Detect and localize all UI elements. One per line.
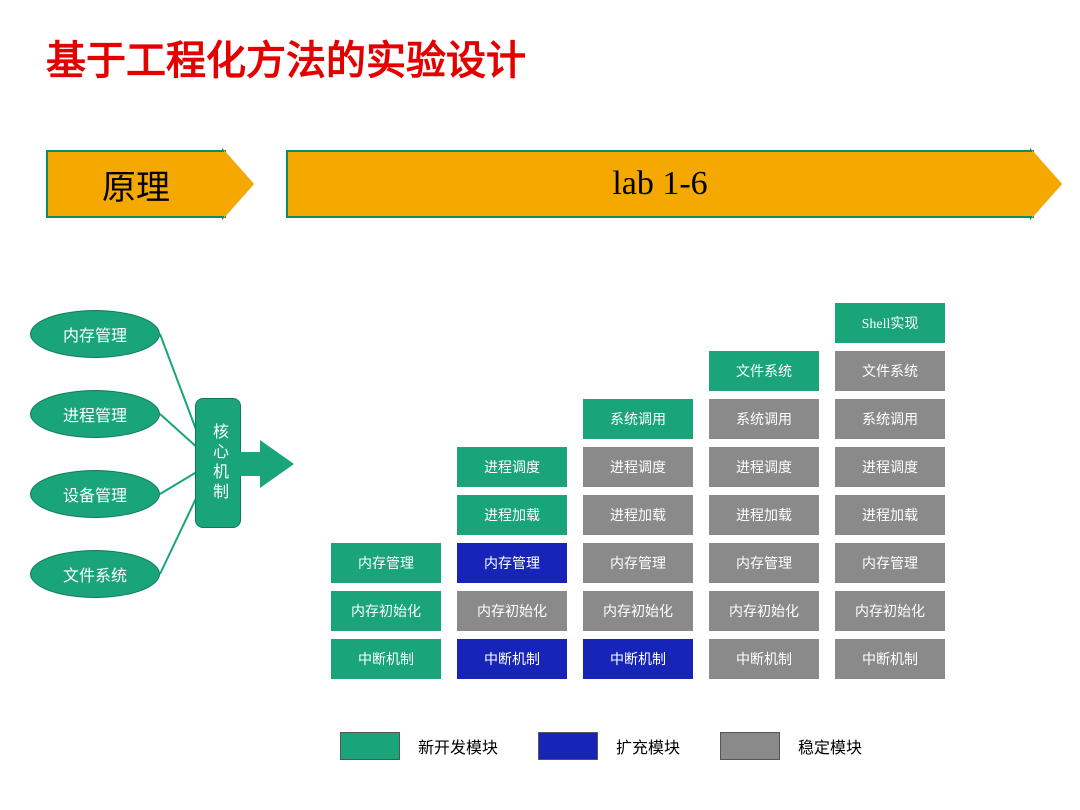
module-box: 进程调度 xyxy=(834,446,946,488)
module-box: 系统调用 xyxy=(708,398,820,440)
module-box: 内存初始化 xyxy=(330,590,442,632)
banner-row: 原理 lab 1-6 xyxy=(46,150,1034,218)
banner-arrow-icon xyxy=(224,150,254,218)
flow-arrow-icon xyxy=(260,440,294,488)
module-box: 中断机制 xyxy=(708,638,820,680)
module-box: 内存管理 xyxy=(834,542,946,584)
module-box: 进程加载 xyxy=(834,494,946,536)
banner-principle: 原理 xyxy=(46,150,226,218)
module-box: 进程加载 xyxy=(456,494,568,536)
banner-labs-label: lab 1-6 xyxy=(286,150,1034,218)
module-box: 进程调度 xyxy=(708,446,820,488)
legend-item: 新开发模块 xyxy=(340,732,498,760)
page-title: 基于工程化方法的实验设计 xyxy=(46,28,526,86)
lab-column: Shell实现文件系统系统调用进程调度进程加载内存管理内存初始化中断机制 xyxy=(834,302,946,680)
module-box: 文件系统 xyxy=(834,350,946,392)
module-box: 文件系统 xyxy=(708,350,820,392)
principle-ellipse-group: 内存管理 进程管理 设备管理 文件系统 xyxy=(30,310,160,630)
module-box: 内存初始化 xyxy=(582,590,694,632)
legend-swatch xyxy=(340,732,400,760)
module-box: 系统调用 xyxy=(582,398,694,440)
core-mechanism-box: 核心机制 xyxy=(195,398,241,528)
lab-column: 内存管理内存初始化中断机制 xyxy=(330,542,442,680)
module-box: Shell实现 xyxy=(834,302,946,344)
banner-labs: lab 1-6 xyxy=(286,150,1034,218)
legend-swatch xyxy=(538,732,598,760)
ellipse-process: 进程管理 xyxy=(30,390,160,438)
banner-principle-label: 原理 xyxy=(46,150,226,218)
lab-staircase: 内存管理内存初始化中断机制进程调度进程加载内存管理内存初始化中断机制系统调用进程… xyxy=(330,302,946,680)
module-box: 内存管理 xyxy=(582,542,694,584)
module-box: 中断机制 xyxy=(834,638,946,680)
lab-column: 进程调度进程加载内存管理内存初始化中断机制 xyxy=(456,446,568,680)
legend-swatch xyxy=(720,732,780,760)
module-box: 中断机制 xyxy=(582,638,694,680)
module-box: 进程加载 xyxy=(582,494,694,536)
module-box: 内存管理 xyxy=(330,542,442,584)
ellipse-device: 设备管理 xyxy=(30,470,160,518)
lab-column: 系统调用进程调度进程加载内存管理内存初始化中断机制 xyxy=(582,398,694,680)
module-box: 内存初始化 xyxy=(834,590,946,632)
legend-label: 扩充模块 xyxy=(616,734,680,758)
legend-item: 稳定模块 xyxy=(720,732,862,760)
legend-label: 稳定模块 xyxy=(798,734,862,758)
banner-arrow-icon xyxy=(1032,150,1062,218)
module-box: 内存管理 xyxy=(456,542,568,584)
module-box: 进程调度 xyxy=(456,446,568,488)
module-box: 中断机制 xyxy=(330,638,442,680)
legend: 新开发模块 扩充模块 稳定模块 xyxy=(340,732,862,760)
module-box: 系统调用 xyxy=(834,398,946,440)
module-box: 进程调度 xyxy=(582,446,694,488)
module-box: 内存初始化 xyxy=(708,590,820,632)
module-box: 内存管理 xyxy=(708,542,820,584)
ellipse-memory: 内存管理 xyxy=(30,310,160,358)
legend-label: 新开发模块 xyxy=(418,734,498,758)
module-box: 内存初始化 xyxy=(456,590,568,632)
module-box: 进程加载 xyxy=(708,494,820,536)
module-box: 中断机制 xyxy=(456,638,568,680)
ellipse-filesystem: 文件系统 xyxy=(30,550,160,598)
lab-column: 文件系统系统调用进程调度进程加载内存管理内存初始化中断机制 xyxy=(708,350,820,680)
legend-item: 扩充模块 xyxy=(538,732,680,760)
